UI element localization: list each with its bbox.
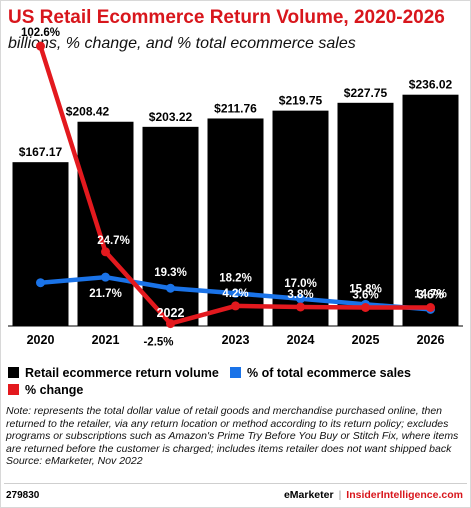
change-point-2021 bbox=[101, 247, 110, 257]
bar-2025 bbox=[337, 102, 394, 327]
x-tick-label-2022: 2022 bbox=[157, 306, 185, 320]
footer-brand: eMarketer | InsiderIntelligence.com bbox=[284, 489, 463, 501]
x-tick-label-2025: 2025 bbox=[352, 333, 380, 347]
chart-plot: $167.17 $208.42 $203.22 $211.76 $219.75 $227.… bbox=[8, 27, 463, 349]
share-label-2020: 20.5% bbox=[24, 294, 57, 306]
change-label-2023: 4.2% bbox=[222, 288, 248, 300]
chart-id: 279830 bbox=[6, 490, 40, 501]
legend-label-pct-change: % change bbox=[25, 383, 84, 397]
legend-swatch-pct-change bbox=[8, 384, 19, 395]
bar-value-label-2023: $211.76 bbox=[214, 101, 257, 115]
bar-2026 bbox=[402, 94, 459, 326]
bar-2022 bbox=[142, 126, 199, 327]
change-point-2026 bbox=[426, 302, 435, 312]
legend-item-pct-change: % change bbox=[8, 383, 83, 397]
share-label-2024: 17.0% bbox=[284, 278, 317, 290]
chart-note: Note: represents the total dollar value … bbox=[6, 405, 466, 468]
change-label-2025: 3.6% bbox=[352, 289, 378, 301]
change-point-2025 bbox=[361, 302, 370, 312]
share-label-2022: 19.3% bbox=[154, 267, 187, 279]
brand-insider-intelligence: InsiderIntelligence.com bbox=[346, 489, 463, 501]
legend-swatch-ecommerce-share bbox=[230, 367, 241, 378]
bar-value-label-2026: $236.02 bbox=[409, 78, 453, 92]
x-tick-label-2026: 2026 bbox=[417, 333, 445, 347]
change-label-2024: 3.8% bbox=[287, 289, 313, 301]
x-tick-label-2021: 2021 bbox=[92, 333, 120, 347]
bar-value-label-2020: $167.17 bbox=[19, 145, 63, 159]
x-tick-label-2024: 2024 bbox=[287, 333, 315, 347]
legend-swatch-return-volume bbox=[8, 367, 19, 378]
share-label-2025: 15.8% bbox=[349, 283, 382, 295]
bar-2021 bbox=[77, 121, 134, 326]
bar-value-label-2022: $203.22 bbox=[149, 110, 193, 124]
change-label-2021: 24.7% bbox=[97, 235, 130, 247]
share-point-2023 bbox=[231, 288, 240, 298]
x-tick-label-2020: 2020 bbox=[27, 333, 55, 347]
legend-item-return-volume: Retail ecommerce return volume bbox=[8, 366, 219, 380]
x-tick-label-2023: 2023 bbox=[222, 333, 250, 347]
share-label-2026: 14.7% bbox=[414, 288, 447, 300]
share-label-2023: 18.2% bbox=[219, 272, 252, 284]
brand-emarketer: eMarketer bbox=[283, 489, 334, 501]
legend-label-return-volume: Retail ecommerce return volume bbox=[25, 366, 219, 380]
legend-item-ecommerce-share: % of total ecommerce sales bbox=[230, 366, 411, 380]
bar-2024 bbox=[272, 110, 329, 327]
change-label-2020: 102.6% bbox=[21, 27, 60, 39]
bar-2020 bbox=[12, 162, 69, 326]
brand-separator: | bbox=[338, 489, 342, 501]
share-point-2024 bbox=[296, 294, 305, 304]
note-text: Note: represents the total dollar value … bbox=[6, 405, 459, 455]
share-point-2020 bbox=[36, 278, 45, 288]
footer-divider bbox=[4, 483, 467, 484]
share-label-2021: 21.7% bbox=[89, 288, 122, 300]
bar-value-label-2025: $227.75 bbox=[344, 86, 388, 100]
legend-label-ecommerce-share: % of total ecommerce sales bbox=[247, 366, 411, 380]
change-label-2026: 3.6% bbox=[417, 289, 443, 301]
share-point-2022 bbox=[166, 283, 175, 293]
change-label-2022: -2.5% bbox=[143, 337, 173, 349]
chart-title: US Retail Ecommerce Return Volume, 2020-… bbox=[8, 7, 445, 28]
note-source: Source: eMarketer, Nov 2022 bbox=[6, 455, 143, 468]
bar-value-label-2024: $219.75 bbox=[279, 94, 323, 108]
chart-subtitle: billions, % change, and % total ecommerc… bbox=[8, 35, 356, 52]
change-point-2024 bbox=[296, 302, 305, 312]
change-point-2023 bbox=[231, 301, 240, 311]
share-point-2021 bbox=[101, 272, 110, 282]
bar-value-label-2021: $208.42 bbox=[66, 105, 110, 119]
change-point-2022 bbox=[166, 319, 175, 329]
change-point-2020 bbox=[36, 41, 45, 51]
